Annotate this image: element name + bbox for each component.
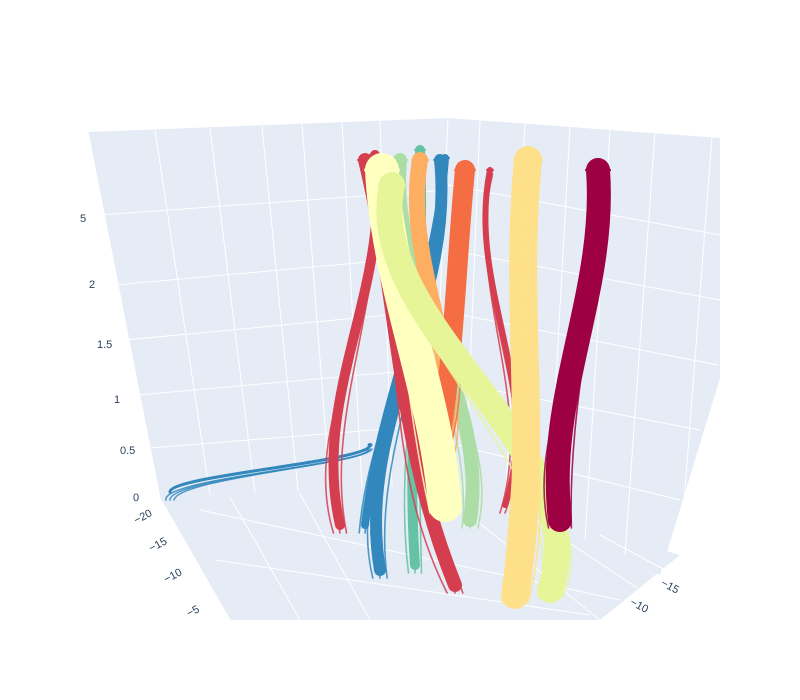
streamtube-cap-3: [414, 148, 426, 152]
z-axis-ticks: 0 0.5 1 1.5 2 5: [80, 213, 139, 504]
streamtube-cap-13: [585, 166, 611, 174]
streamline-11-1: [388, 188, 558, 599]
streamline-11-2: [391, 188, 572, 599]
streamline-12-2: [523, 163, 541, 604]
x-tick-1: −10: [628, 596, 650, 615]
y-tick-0: −20: [132, 507, 154, 526]
z-tick-3: 1.5: [97, 339, 112, 351]
streamtube-0[interactable]: [168, 443, 372, 494]
streamline-12-0: [501, 163, 524, 604]
streamline-11-0: [384, 188, 544, 599]
streamline-13-1: [556, 173, 600, 529]
back-wall-left: [88, 118, 448, 498]
streamtubes[interactable]: [165, 145, 611, 609]
z-tick-2: 1: [114, 394, 120, 406]
streamtube-cap-9: [454, 166, 476, 174]
streamtube-cap-7: [486, 168, 494, 172]
streamline-12-1: [514, 163, 529, 604]
streamtube-cap-12: [513, 155, 543, 165]
x-tick-0: −15: [659, 577, 681, 596]
streamline-9-2: [449, 173, 471, 449]
streamline-13-2: [570, 173, 605, 529]
z-tick-0: 0: [133, 492, 139, 504]
streamtube-cap-0: [367, 443, 373, 447]
streamline-13-0: [543, 173, 598, 529]
z-tick-5: 5: [80, 213, 86, 225]
streamtube-cap-2: [440, 156, 450, 160]
z-tick-4: 2: [89, 279, 95, 291]
y-tick-2: −10: [162, 566, 184, 585]
y-tick-1: −15: [147, 535, 169, 554]
z-tick-1: 0.5: [120, 445, 135, 457]
streamtube-cap-11: [378, 180, 406, 190]
y-tick-3: −5: [185, 603, 202, 619]
streamline-0-2: [173, 448, 373, 501]
streamtube-cap-8: [411, 157, 429, 163]
